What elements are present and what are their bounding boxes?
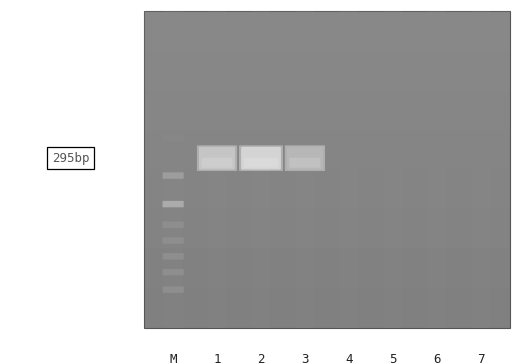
FancyBboxPatch shape: [239, 145, 283, 171]
Bar: [427, 11, 446, 328]
FancyBboxPatch shape: [163, 286, 184, 293]
Text: 2: 2: [257, 353, 265, 364]
FancyBboxPatch shape: [287, 147, 323, 170]
Bar: [295, 11, 314, 328]
Text: 4: 4: [345, 353, 353, 364]
Bar: [252, 11, 270, 328]
FancyBboxPatch shape: [285, 145, 325, 171]
Text: 7: 7: [477, 353, 484, 364]
Bar: [144, 169, 510, 209]
Bar: [471, 11, 490, 328]
Text: 1: 1: [213, 353, 221, 364]
Text: M: M: [169, 353, 177, 364]
Bar: [144, 209, 510, 248]
FancyBboxPatch shape: [241, 147, 281, 170]
FancyBboxPatch shape: [163, 134, 184, 141]
FancyBboxPatch shape: [244, 158, 278, 168]
FancyBboxPatch shape: [199, 147, 235, 170]
Bar: [144, 130, 510, 169]
FancyBboxPatch shape: [163, 173, 184, 179]
FancyBboxPatch shape: [290, 158, 320, 168]
Bar: [208, 11, 226, 328]
FancyBboxPatch shape: [202, 158, 233, 168]
Text: 3: 3: [301, 353, 309, 364]
Text: 6: 6: [433, 353, 440, 364]
Bar: [144, 11, 510, 328]
Bar: [144, 248, 510, 288]
FancyBboxPatch shape: [163, 221, 184, 228]
Bar: [339, 11, 358, 328]
Text: 295bp: 295bp: [52, 152, 89, 165]
Text: 5: 5: [389, 353, 396, 364]
FancyBboxPatch shape: [163, 269, 184, 276]
Bar: [144, 90, 510, 130]
Bar: [144, 11, 510, 51]
Bar: [144, 51, 510, 90]
Bar: [164, 11, 183, 328]
FancyBboxPatch shape: [163, 237, 184, 244]
Bar: [144, 288, 510, 328]
FancyBboxPatch shape: [163, 253, 184, 260]
FancyBboxPatch shape: [197, 145, 237, 171]
Bar: [383, 11, 402, 328]
FancyBboxPatch shape: [163, 201, 184, 207]
